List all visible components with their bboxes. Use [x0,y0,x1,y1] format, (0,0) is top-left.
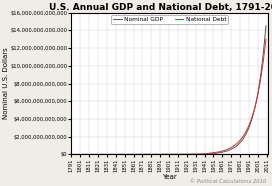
National Debt [70,153,73,155]
Nominal GDP [126,153,130,155]
National Debt [126,153,130,155]
Nominal GDP [244,134,247,136]
X-axis label: Year: Year [162,174,177,179]
National Debt [244,131,247,134]
Text: © Political Calculations 2010: © Political Calculations 2010 [190,179,267,184]
National Debt [264,38,268,40]
Title: U.S. Annual GDP and National Debt, 1791-2010: U.S. Annual GDP and National Debt, 1791-… [50,3,272,12]
Nominal GDP [70,153,73,155]
National Debt [174,153,177,155]
National Debt [234,143,237,146]
Nominal GDP [174,153,177,155]
Nominal GDP [234,145,237,148]
Line: National Debt: National Debt [71,39,266,154]
Nominal GDP [264,25,268,27]
Nominal GDP [123,153,126,155]
Line: Nominal GDP: Nominal GDP [71,26,266,154]
National Debt [123,153,126,155]
National Debt [240,137,243,139]
Y-axis label: Nominal U.S. Dollars: Nominal U.S. Dollars [3,48,9,119]
Nominal GDP [240,139,243,142]
Legend: Nominal GDP, National Debt: Nominal GDP, National Debt [111,15,228,24]
